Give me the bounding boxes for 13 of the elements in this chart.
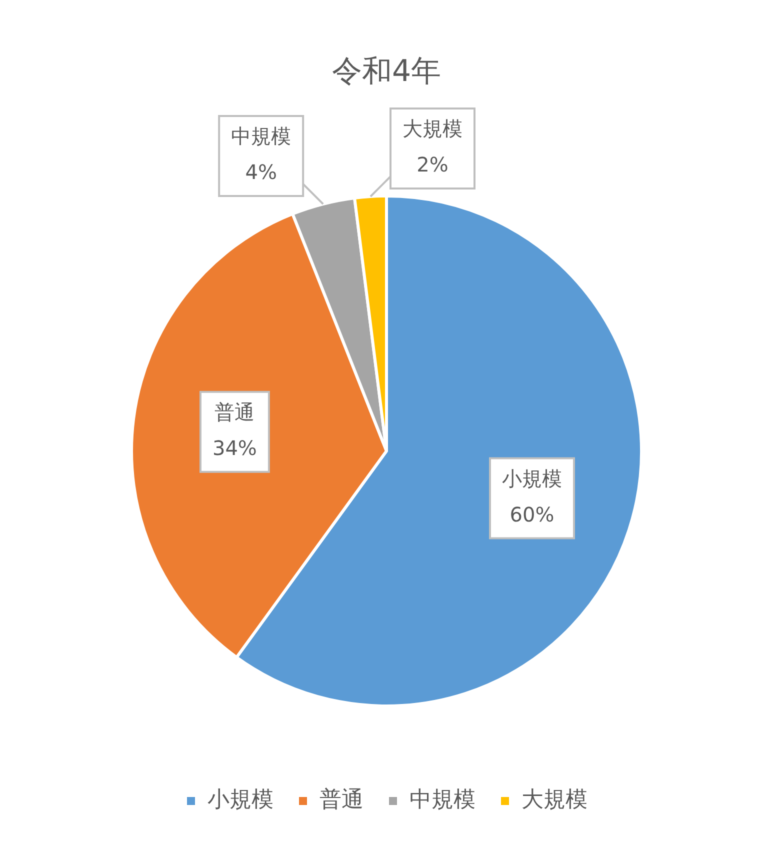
legend-label: 普通 <box>320 788 364 813</box>
slice-label: 普通 <box>214 400 255 424</box>
data-label: 34% <box>212 436 257 460</box>
legend-label: 中規模 <box>410 788 476 813</box>
slice-label: 大規模 <box>402 116 462 141</box>
data-label: 60% <box>510 502 554 526</box>
slice-label: 中規模 <box>231 124 292 148</box>
data-label: 4% <box>245 160 277 184</box>
legend-label: 大規模 <box>522 788 588 813</box>
data-label: 2% <box>416 152 448 177</box>
legend-label: 小規模 <box>208 788 274 813</box>
slice-label: 小規模 <box>502 466 562 490</box>
chart-title: 令和4年 <box>332 54 442 89</box>
